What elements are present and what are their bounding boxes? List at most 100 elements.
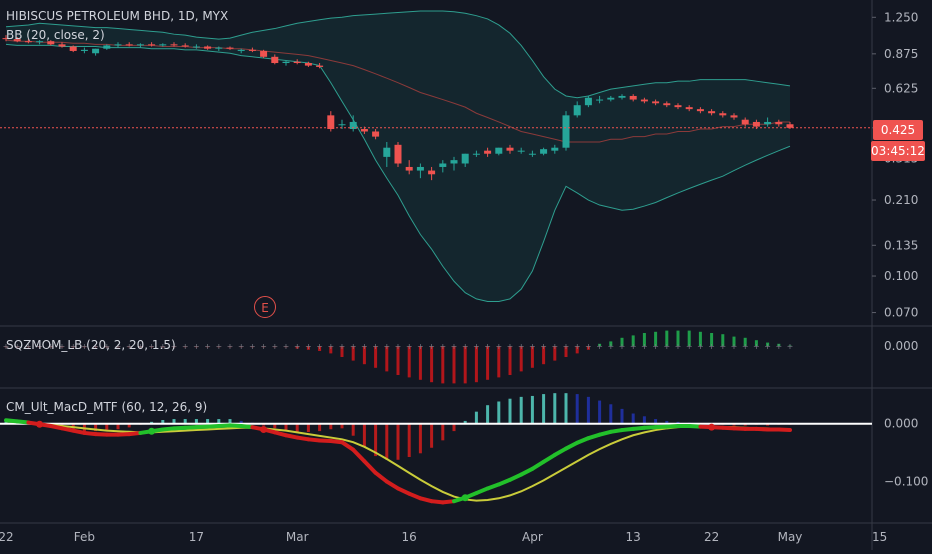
macd-cross-dot xyxy=(36,420,44,428)
candle-body xyxy=(439,163,447,167)
sqz-cross: + xyxy=(171,342,178,351)
macd-hist-bar xyxy=(463,420,467,424)
macd-cross-dot xyxy=(148,427,156,435)
sqz-cross: + xyxy=(630,342,637,351)
candle-body xyxy=(92,48,100,54)
sqz-cross: + xyxy=(585,342,592,351)
sqz-cross: + xyxy=(70,342,77,351)
macd-hist-bar xyxy=(374,423,378,457)
sqz-cross: + xyxy=(495,342,502,351)
sqz-cross: + xyxy=(92,342,99,351)
candle-body xyxy=(450,160,458,164)
sqz-bar xyxy=(586,346,590,350)
sqz-cross: + xyxy=(25,342,32,351)
sqz-bar xyxy=(127,346,131,348)
sqz-bar xyxy=(788,345,792,347)
sqz-bar xyxy=(385,346,389,372)
sqz-cross: + xyxy=(731,342,738,351)
sqz-bar xyxy=(262,346,266,348)
sqz-cross: + xyxy=(652,342,659,351)
macd-hist-bar xyxy=(474,411,478,424)
sqz-bar xyxy=(642,333,646,347)
macd-hist-bar xyxy=(217,419,221,424)
sqz-bar xyxy=(631,335,635,347)
symbol-title: HIBISCUS PETROLEUM BHD, 1D, MYX xyxy=(6,9,229,23)
candle-body xyxy=(159,44,167,46)
macd-y-tick-label: 0.000 xyxy=(884,417,918,431)
x-tick-label: 16 xyxy=(402,530,417,544)
sqz-cross: + xyxy=(339,342,346,351)
candle-body xyxy=(764,121,772,125)
sqz-bar xyxy=(665,330,669,347)
sqz-bar xyxy=(474,346,478,383)
macd-hist-bar xyxy=(519,396,523,424)
sqz-bar xyxy=(194,346,198,348)
sqz-bar xyxy=(564,346,568,357)
macd-line-segment xyxy=(530,459,546,471)
sqz-cross: + xyxy=(484,342,491,351)
sqz-cross: + xyxy=(439,342,446,351)
sqz-cross: + xyxy=(507,342,514,351)
earnings-event-marker[interactable]: E xyxy=(254,296,276,318)
sqz-bar xyxy=(161,346,165,348)
macd-line-segment xyxy=(351,447,367,464)
candle-body xyxy=(484,150,492,154)
sqz-bar xyxy=(687,330,691,347)
macd-hist-bar xyxy=(362,423,366,447)
sqz-cross: + xyxy=(663,342,670,351)
macd-hist-bar xyxy=(642,416,646,424)
sqz-cross: + xyxy=(406,342,413,351)
sqz-cross: + xyxy=(428,342,435,351)
bb-upper-line xyxy=(5,10,791,99)
candle-body xyxy=(775,121,783,125)
sqz-bar xyxy=(553,346,557,361)
sqz-cross: + xyxy=(204,342,211,351)
x-tick-label: 22 xyxy=(0,530,14,544)
macd-hist-bar xyxy=(564,393,568,424)
sqz-bar xyxy=(116,346,120,348)
sqz-cross: + xyxy=(383,342,390,351)
sqz-bar xyxy=(430,346,434,383)
x-tick-label: Mar xyxy=(286,530,309,544)
sqz-y-tick-label: 0.000 xyxy=(884,339,918,353)
macd-hist-bar xyxy=(116,423,120,430)
macd-hist-bar xyxy=(542,394,546,424)
sqz-cross: + xyxy=(641,342,648,351)
sqz-cross: + xyxy=(361,342,368,351)
macd-hist-bar xyxy=(654,419,658,424)
sqz-bar xyxy=(306,346,310,350)
candle-body xyxy=(327,115,335,130)
sqz-bar xyxy=(4,346,8,348)
candle-body xyxy=(674,105,682,108)
sqz-cross: + xyxy=(473,342,480,351)
countdown-badge: 03:45:12 xyxy=(871,141,925,161)
macd-line-segment xyxy=(776,427,792,433)
sqz-cross: + xyxy=(227,342,234,351)
candle-body xyxy=(271,56,279,64)
candle-body xyxy=(629,95,637,100)
macd-hist-bar xyxy=(452,423,456,432)
candle-body xyxy=(80,49,88,51)
candle-body xyxy=(2,38,10,40)
bb-basis-line xyxy=(5,39,790,143)
bb-lower-line xyxy=(5,43,791,302)
sqz-bar xyxy=(497,346,501,378)
sqz-bar xyxy=(71,346,75,348)
sqz-bar xyxy=(575,346,579,354)
sqz-bar xyxy=(318,346,322,351)
sqz-cross: + xyxy=(529,342,536,351)
candle-body xyxy=(528,153,536,155)
candle-body xyxy=(293,61,301,64)
candle-body xyxy=(551,147,559,151)
sqz-bar xyxy=(351,346,355,361)
sqz-bar xyxy=(698,331,702,347)
sqz-bar xyxy=(206,346,210,348)
sqz-cross: + xyxy=(574,342,581,351)
sqz-cross: + xyxy=(563,342,570,351)
y-tick-label: 0.135 xyxy=(884,238,918,252)
candle-body xyxy=(316,65,324,67)
sqz-cross: + xyxy=(753,342,760,351)
candle-body xyxy=(696,109,704,112)
